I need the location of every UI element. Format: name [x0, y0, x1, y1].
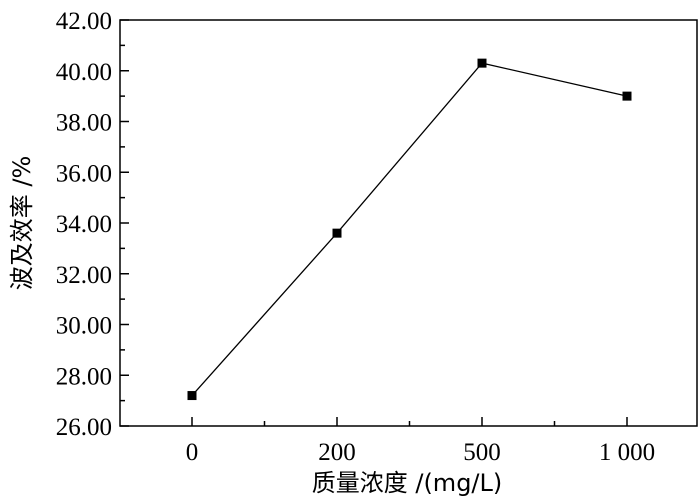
plot-frame	[119, 19, 698, 427]
x-tick-label: 1 000	[599, 439, 655, 466]
series-line	[191, 62, 628, 397]
y-tick-label: 42.00	[56, 8, 112, 35]
x-axis-ticks: 0 200 500 1 000	[186, 417, 655, 466]
series-layer	[187, 58, 632, 401]
y-tick-label: 26.00	[56, 414, 112, 441]
y-tick-label: 38.00	[56, 110, 112, 137]
x-axis-title: 质量浓度 /(mg/L)	[312, 469, 503, 497]
y-tick-label: 28.00	[56, 363, 112, 390]
y-tick-label: 32.00	[56, 262, 112, 289]
y-tick-label: 34.00	[56, 211, 112, 238]
y-axis-title: 波及效率 /%	[8, 156, 36, 291]
data-point-marker	[187, 391, 197, 401]
y-axis-ticks: 26.00 28.00 30.00 32.00 34.00 36.00 38.00 40.00…	[56, 8, 129, 441]
data-point-marker	[622, 91, 632, 101]
data-point-marker	[477, 58, 487, 68]
y-tick-label: 40.00	[56, 59, 112, 86]
data-point-marker	[332, 228, 342, 238]
y-tick-label: 36.00	[56, 160, 112, 187]
y-tick-label: 30.00	[56, 313, 112, 340]
x-tick-label: 0	[186, 439, 199, 466]
x-tick-label: 500	[463, 439, 501, 466]
x-tick-label: 200	[318, 439, 356, 466]
